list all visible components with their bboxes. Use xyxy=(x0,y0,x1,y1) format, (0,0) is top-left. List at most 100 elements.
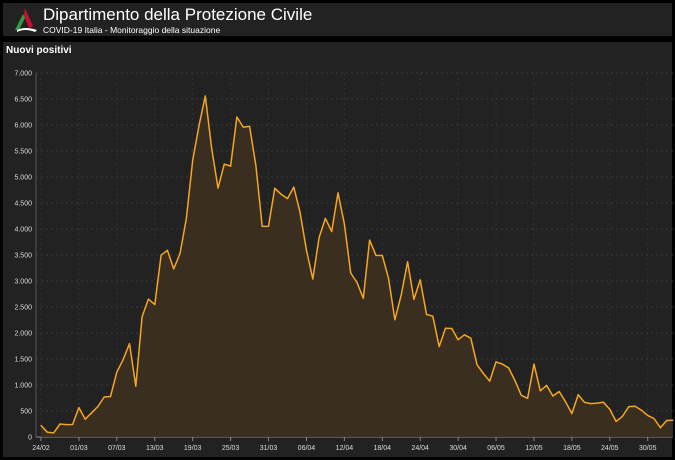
chart-title: Nuovi positivi xyxy=(6,45,72,56)
app-title: Dipartimento della Protezione Civile xyxy=(43,5,313,24)
data-point xyxy=(116,371,118,373)
app-subtitle: COVID-19 Italia - Monitoraggio della sit… xyxy=(43,25,221,35)
data-point xyxy=(324,217,326,219)
protezione-civile-logo-icon xyxy=(15,8,37,32)
x-tick-label: 06/04 xyxy=(298,445,316,452)
data-point xyxy=(122,358,124,361)
data-point xyxy=(406,261,409,263)
data-point xyxy=(274,187,276,189)
y-tick-label: 6.000 xyxy=(14,123,32,130)
data-point xyxy=(533,363,535,365)
data-point xyxy=(331,230,333,233)
data-point xyxy=(242,126,244,128)
data-point xyxy=(40,424,42,427)
data-point xyxy=(615,420,617,422)
data-point xyxy=(211,147,213,149)
x-tick-label: 24/05 xyxy=(601,445,619,452)
data-point xyxy=(267,225,270,227)
data-point xyxy=(609,408,611,410)
data-point xyxy=(476,364,478,366)
data-point xyxy=(299,211,301,214)
y-tick-label: 1.000 xyxy=(14,383,32,390)
data-point xyxy=(564,401,567,403)
data-point xyxy=(514,380,516,382)
x-tick-label: 31/03 xyxy=(260,445,278,452)
y-tick-label: 2.000 xyxy=(14,331,32,338)
data-point xyxy=(343,223,345,225)
x-tick-label: 06/05 xyxy=(487,445,505,452)
data-point xyxy=(147,298,150,300)
data-point xyxy=(520,394,522,396)
data-point xyxy=(375,254,377,256)
area-fill xyxy=(41,96,673,437)
x-tick-label: 13/03 xyxy=(146,445,164,452)
data-point xyxy=(527,397,529,399)
data-point xyxy=(204,95,206,97)
data-point xyxy=(672,419,674,421)
data-point xyxy=(305,249,308,251)
data-point xyxy=(647,414,649,416)
data-point xyxy=(482,372,484,375)
data-point xyxy=(489,380,491,382)
data-point xyxy=(185,217,187,219)
data-point xyxy=(135,385,137,387)
y-tick-label: 3.000 xyxy=(14,279,32,286)
data-point xyxy=(217,187,219,189)
data-point xyxy=(628,406,630,408)
data-point xyxy=(419,279,421,281)
data-point xyxy=(173,268,175,270)
data-point xyxy=(463,334,466,336)
data-point xyxy=(337,192,339,194)
y-tick-label: 0 xyxy=(28,435,32,442)
data-point xyxy=(552,395,554,397)
data-point xyxy=(621,415,624,417)
app-header: Dipartimento della Protezione Civile COV… xyxy=(3,3,672,36)
data-point xyxy=(128,342,131,345)
data-point xyxy=(72,423,74,426)
data-point xyxy=(223,163,225,165)
data-point xyxy=(596,402,598,404)
data-point xyxy=(495,361,497,363)
y-tick-label: 4.000 xyxy=(14,227,32,234)
data-point xyxy=(166,249,168,251)
data-point xyxy=(179,253,181,255)
data-point xyxy=(508,367,510,369)
data-point xyxy=(78,406,80,409)
x-tick-label: 24/04 xyxy=(411,445,429,452)
data-point xyxy=(141,316,143,318)
data-point xyxy=(634,405,636,407)
data-point xyxy=(198,125,200,127)
y-tick-label: 7.000 xyxy=(14,71,32,78)
x-tick-label: 01/03 xyxy=(70,445,88,452)
data-point xyxy=(590,403,592,405)
data-point xyxy=(59,423,61,425)
x-tick-label: 19/03 xyxy=(184,445,202,452)
data-point xyxy=(400,294,402,296)
data-point xyxy=(362,297,364,299)
x-tick-label: 25/03 xyxy=(222,445,240,452)
data-point xyxy=(457,339,459,341)
data-point xyxy=(413,298,415,301)
x-tick-label: 12/04 xyxy=(336,445,354,452)
data-point xyxy=(388,277,390,280)
data-point xyxy=(394,319,396,321)
data-point xyxy=(109,395,112,398)
data-point xyxy=(261,225,263,227)
data-point xyxy=(451,327,453,330)
data-point xyxy=(666,419,668,422)
y-tick-label: 1.500 xyxy=(14,357,32,364)
y-tick-label: 6.500 xyxy=(14,97,32,104)
data-point xyxy=(248,125,251,127)
x-tick-label: 18/04 xyxy=(374,445,392,452)
data-point xyxy=(236,116,238,118)
data-point xyxy=(438,345,440,348)
data-point xyxy=(255,165,257,167)
data-point xyxy=(53,432,55,434)
x-tick-label: 12/05 xyxy=(525,445,543,452)
data-point xyxy=(381,254,383,257)
y-tick-label: 4.500 xyxy=(14,201,32,208)
data-point xyxy=(97,405,99,408)
data-point xyxy=(65,424,67,426)
data-point xyxy=(425,313,428,316)
x-tick-label: 24/02 xyxy=(32,445,50,452)
